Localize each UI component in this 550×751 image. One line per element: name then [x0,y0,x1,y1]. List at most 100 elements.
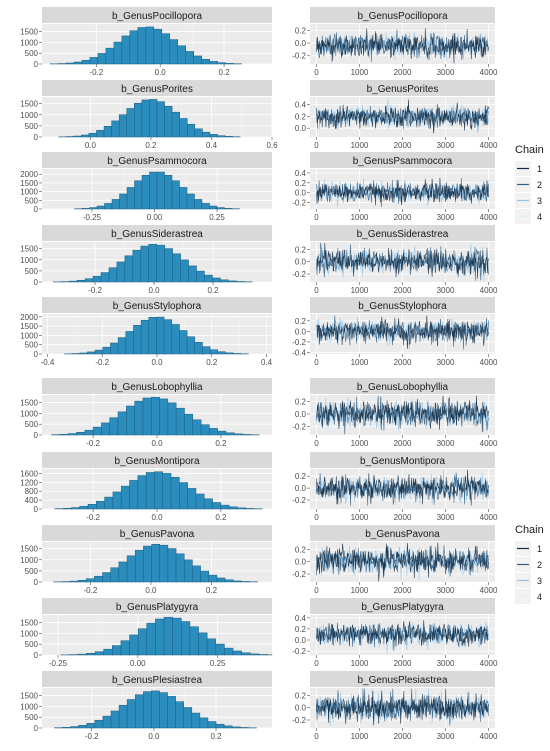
y-tick-label: 0.4 [295,101,307,110]
x-tick-label: 3000 [437,439,455,448]
y-tick-label: 0.2 [295,112,307,121]
histogram-bar [143,692,151,728]
histogram-bar [241,581,249,582]
x-tick-label: 0.4 [261,358,273,367]
y-tick-label: 1500 [20,399,38,408]
histogram-bar [133,250,141,282]
x-tick-label: 0.0 [85,141,97,150]
histogram-bar [192,566,200,582]
histogram-bar [103,573,111,582]
x-tick-label: 1000 [351,513,369,522]
x-tick-label: 3000 [437,732,455,741]
histogram-bar [180,187,188,209]
histogram-bar [118,338,126,354]
facet-title: b_GenusPavona [120,529,195,540]
y-tick-label: 0.2 [295,317,307,326]
x-tick-label: 0 [314,68,319,77]
histogram-bar [87,352,95,354]
y-tick-label: 0.0 [295,410,307,419]
y-tick-label: 0.4 [295,169,307,178]
histogram-bar [90,208,98,209]
histogram-bar [118,412,126,435]
x-tick-label: -0.2 [89,68,103,77]
histogram-bar [149,99,157,137]
histogram-bar [112,199,120,209]
histogram-bar [221,505,229,509]
histogram-bar [172,324,180,354]
histogram-bar [157,172,165,209]
y-tick-label: 500 [25,420,39,429]
histogram-bar [216,724,224,728]
y-tick-label: 500 [25,341,39,350]
facet-title: b_GenusPavona [365,529,440,540]
histogram-bar [233,651,242,655]
histogram-bar [127,700,135,728]
x-tick-label: 0 [314,586,319,595]
histogram-bar [135,401,143,435]
histogram-bar [226,63,234,64]
histogram-bar [111,568,119,582]
histogram-bar [179,331,187,354]
y-tick-label: -0.2 [292,496,306,505]
histogram-bar [186,51,194,64]
histogram-bar [71,727,79,728]
histogram-bar [94,576,102,582]
histogram-bar [200,718,208,728]
histogram-bar [226,433,234,435]
facet-title: b_GenusLobophyllia [357,382,449,393]
histogram-bar [243,434,251,435]
y-tick-label: 1200 [20,478,38,487]
histogram-bar [229,507,237,509]
y-tick-label: -0.2 [292,647,306,656]
facet-title: b_GenusPsammocora [107,156,207,167]
x-tick-label: 0.00 [130,659,146,668]
histogram-bar [111,711,119,728]
y-tick-label: 0.4 [295,614,307,623]
histogram-bar [225,136,233,137]
histogram-bar [165,175,173,209]
y-tick-label: 1000 [20,331,38,340]
x-tick-label: 4000 [480,141,498,150]
histogram-bar [192,713,200,728]
histogram-bar [163,473,171,509]
histogram-bar [195,199,203,209]
x-tick-label: 2000 [394,358,412,367]
y-tick-label: 2000 [20,170,38,179]
y-tick-label: 500 [25,640,39,649]
histogram-bar [168,696,176,728]
facet-title: b_GenusPocillopora [357,11,447,22]
x-tick-label: 0 [314,659,319,668]
y-tick-label: 1500 [20,245,38,254]
histogram-bar [93,276,101,282]
x-tick-label: 0.00 [147,213,163,222]
histogram-bar [119,115,127,137]
y-tick-label: 0.2 [295,26,307,35]
x-tick-label: 4000 [480,659,498,668]
histogram-bar [78,654,87,655]
y-tick-label: 1500 [20,100,38,109]
y-tick-label: 1000 [20,556,38,565]
y-tick-label: 0 [34,578,39,587]
x-tick-label: 1000 [351,213,369,222]
histogram-bar [143,398,151,435]
histogram-bar [96,501,104,509]
x-tick-label: 0 [314,358,319,367]
histogram-bar [224,648,233,655]
histogram-bar [60,434,68,435]
histogram-bar [157,245,165,282]
histogram-bar [213,503,221,509]
x-tick-label: 1000 [351,732,369,741]
facet-title: b_GenusMontipora [114,456,199,467]
histogram-bar [160,545,168,582]
histogram-bar [208,722,216,728]
histogram-bar [130,480,138,509]
histogram-bar [202,347,210,354]
histogram-bar [135,695,143,728]
y-tick-label: 0.2 [295,691,307,700]
